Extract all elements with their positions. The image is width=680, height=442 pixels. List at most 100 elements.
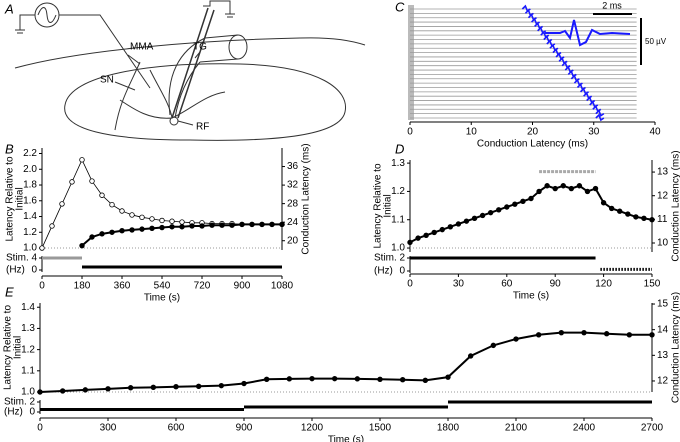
data-point: [119, 208, 125, 214]
y-tick-label: 2.2: [23, 148, 37, 159]
data-point: [584, 188, 591, 195]
y-tick-label: 1.3: [21, 323, 35, 334]
data-point: [649, 332, 655, 338]
y-tick-label: 2.0: [23, 164, 37, 175]
y-tick-label: 1.3: [391, 158, 405, 169]
y-tick-label: 20: [287, 235, 299, 246]
data-point: [159, 217, 165, 224]
data-point: [249, 221, 255, 228]
x-tick-label: 1800: [437, 423, 460, 434]
nerve-cylinder-edge: [199, 34, 239, 63]
data-point: [467, 353, 474, 359]
x-axis-label: Conduction Latency (ms): [477, 139, 588, 150]
data-point: [331, 375, 338, 382]
y-tick-label: 13: [657, 167, 669, 178]
y-tick-label: 1.2: [23, 227, 37, 238]
data-point: [354, 376, 361, 382]
y-tick-label: 1.0: [391, 243, 405, 254]
nerve-cylinder: [228, 34, 248, 60]
stim-label: Stim.: [374, 253, 397, 264]
x-tick-label: 10: [466, 127, 478, 138]
data-point: [259, 221, 265, 228]
stim-label: Stim.: [6, 253, 29, 264]
y-tick-label: 1.2: [391, 186, 405, 197]
data-point: [37, 389, 43, 395]
data-point: [309, 375, 315, 382]
y-tick-label: 1.1: [391, 214, 405, 225]
data-point: [544, 183, 550, 189]
x-tick-label: 1500: [369, 423, 392, 434]
y-tick-label: 12: [657, 376, 669, 387]
panel-label: D: [395, 141, 404, 156]
data-point: [576, 183, 583, 189]
data-point: [129, 227, 135, 233]
y-axis-label: Initial: [15, 187, 26, 210]
y2-axis-label: Conduction Latency (ms): [671, 292, 680, 403]
data-point: [149, 216, 155, 222]
data-point: [625, 211, 631, 217]
data-point: [528, 195, 534, 202]
spike: [595, 109, 605, 117]
data-point: [99, 231, 105, 237]
x-tick-label: 0: [407, 127, 413, 138]
y2-axis-label: Conduction Latency (ms): [301, 143, 312, 254]
data-point: [279, 221, 285, 228]
stim-label: Stim.: [4, 397, 27, 408]
data-point: [199, 223, 205, 229]
data-point: [129, 212, 135, 218]
y-tick-label: 32: [287, 180, 299, 191]
data-point: [600, 200, 607, 206]
data-point: [49, 223, 55, 229]
x-tick-label: 180: [74, 281, 91, 292]
data-point: [617, 208, 623, 214]
x-tick-label: 300: [100, 423, 117, 434]
data-point: [490, 342, 497, 349]
data-point: [149, 225, 155, 232]
x-tick-label: 150: [644, 279, 661, 290]
x-tick-label: 60: [501, 279, 513, 290]
electrode-lead: [203, 0, 218, 7]
panel-label: B: [5, 141, 14, 156]
data-point: [179, 219, 185, 225]
data-point: [479, 212, 486, 219]
x-tick-label: 0: [37, 423, 43, 434]
data-point: [422, 377, 429, 384]
data-point: [649, 217, 655, 223]
data-point: [139, 214, 145, 221]
diagram-label: RF: [196, 122, 209, 133]
y-axis-label: Latency Relative to: [5, 156, 16, 241]
x-tick-label: 600: [168, 423, 185, 434]
scale-label: 50 µV: [645, 37, 667, 46]
y-tick-label: 10: [657, 238, 669, 249]
stim-label: (Hz): [6, 265, 25, 276]
y-tick-label: 13: [657, 350, 669, 361]
stim-tick-label: 0: [31, 265, 37, 276]
panel-label: A: [4, 1, 14, 16]
data-point: [592, 185, 599, 192]
y-tick-label: 1.2: [21, 344, 35, 355]
stim-tick-label: 2: [29, 397, 35, 408]
y-axis-label: Latency Relative to: [3, 305, 14, 390]
data-point: [169, 224, 175, 230]
data-point: [455, 221, 462, 227]
data-point: [581, 329, 587, 336]
x-tick-label: 2700: [641, 423, 664, 434]
data-point: [445, 374, 451, 380]
data-point: [463, 218, 470, 224]
y-tick-label: 11: [657, 214, 668, 225]
x-tick-label: 0: [39, 281, 45, 292]
x-tick-label: 2400: [573, 423, 596, 434]
data-point: [109, 202, 115, 208]
data-point: [127, 385, 134, 391]
y-tick-label: 1.1: [21, 365, 35, 376]
panel-label: E: [5, 284, 14, 299]
data-point: [377, 376, 383, 382]
data-point: [173, 384, 179, 390]
x-axis-label: Time (s): [144, 293, 180, 304]
x-tick-label: 20: [527, 127, 539, 138]
data-point: [82, 387, 89, 393]
receptive-field: [169, 116, 179, 126]
skull-outline: [64, 63, 347, 141]
data-point: [608, 205, 615, 212]
series-line: [39, 331, 652, 393]
